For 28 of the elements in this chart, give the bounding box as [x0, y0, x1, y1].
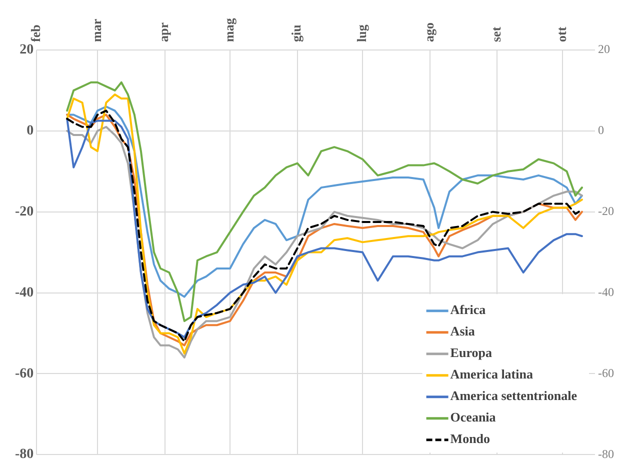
- y2-tick-label: 0: [598, 123, 604, 138]
- x-tick-label: mag: [221, 18, 236, 42]
- x-tick-label: ott: [554, 26, 569, 42]
- y2-tick-label: -20: [598, 204, 614, 218]
- legend-label: America latina: [450, 366, 534, 382]
- y2-tick-label: -60: [598, 366, 614, 380]
- x-tick-label: set: [488, 26, 504, 42]
- y-tick-label: -60: [14, 366, 34, 382]
- y2-tick-label: 20: [598, 42, 610, 56]
- y2-tick-label: -80: [598, 446, 614, 461]
- x-tick-label: ago: [421, 22, 436, 42]
- legend-label: America settentrionale: [450, 388, 578, 404]
- x-tick-label: apr: [156, 22, 172, 42]
- legend-label: Africa: [450, 302, 486, 318]
- x-tick-label: mar: [88, 18, 104, 42]
- y-tick-label: -20: [14, 204, 34, 220]
- x-tick-label: feb: [28, 24, 44, 42]
- y-tick-label: -80: [14, 447, 34, 462]
- y-tick-label: 0: [26, 124, 34, 139]
- y-tick-label: 20: [20, 42, 34, 58]
- x-tick-label: lug: [354, 24, 369, 42]
- y2-tick-label: -40: [598, 284, 614, 299]
- y-tick-label: -40: [14, 285, 34, 300]
- x-tick-label: giu: [288, 24, 304, 42]
- legend-label: Mondo: [450, 431, 490, 446]
- legend-label: Europa: [450, 345, 492, 360]
- legend-label: Oceania: [450, 410, 496, 425]
- legend-label: Asia: [450, 324, 476, 339]
